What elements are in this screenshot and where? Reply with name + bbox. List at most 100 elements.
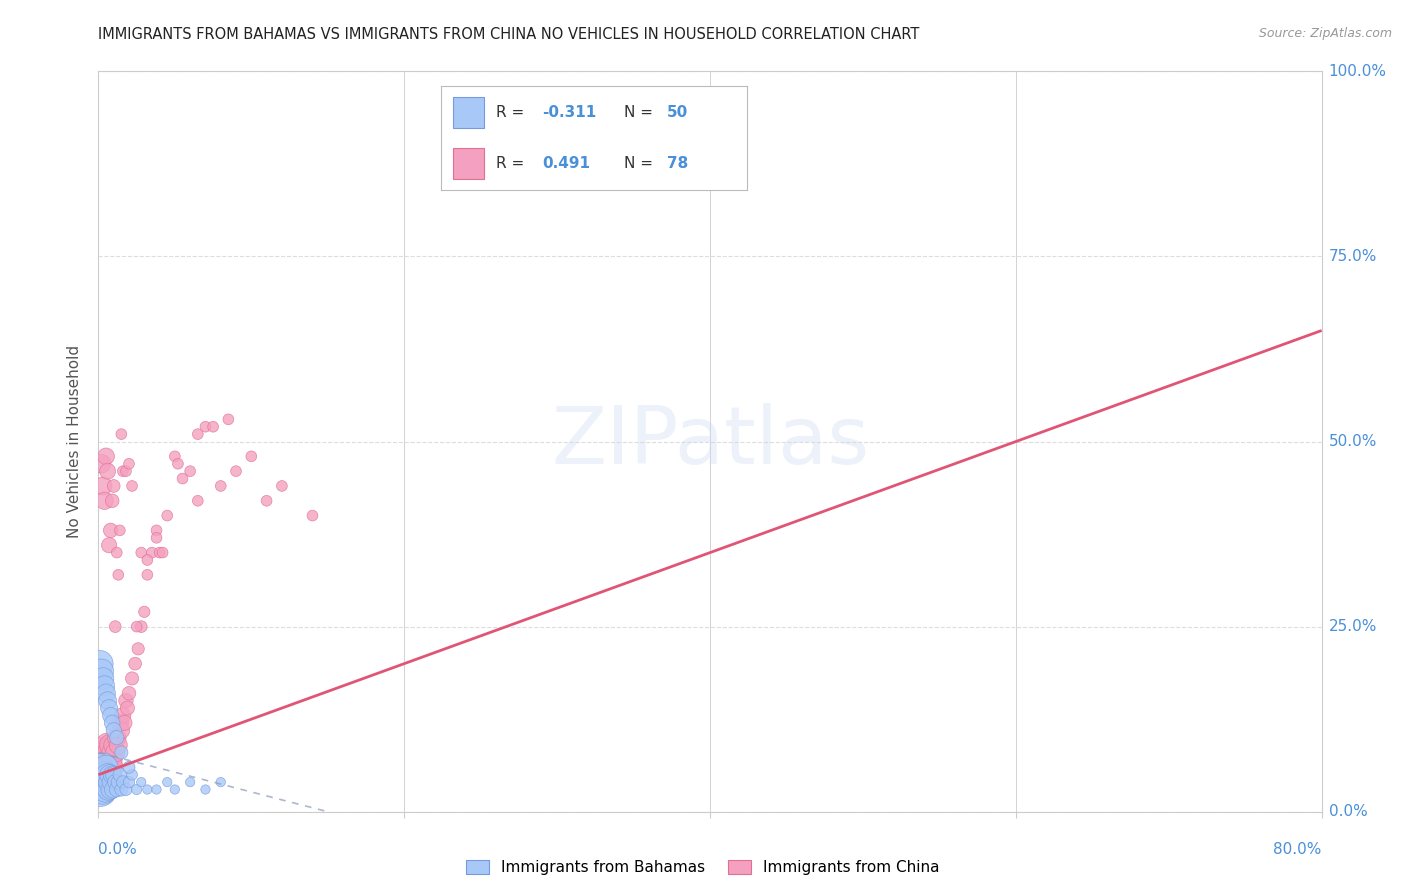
Text: 0.0%: 0.0% — [98, 842, 138, 857]
Point — [194, 419, 217, 434]
Point — [107, 738, 129, 752]
Point — [107, 775, 129, 789]
Point — [179, 464, 201, 478]
Point — [187, 493, 209, 508]
Point — [90, 760, 112, 774]
Point — [194, 782, 217, 797]
Point — [89, 657, 111, 671]
Point — [108, 715, 131, 730]
Point — [121, 479, 143, 493]
Point — [91, 672, 114, 686]
Point — [94, 686, 117, 700]
Point — [103, 738, 125, 752]
Point — [94, 767, 117, 781]
Point — [97, 753, 120, 767]
Point — [105, 731, 128, 745]
Point — [209, 479, 232, 493]
Point — [163, 782, 186, 797]
Point — [90, 457, 112, 471]
Point — [110, 723, 132, 738]
Point — [141, 546, 163, 560]
Point — [100, 738, 122, 752]
Text: 75.0%: 75.0% — [1329, 249, 1376, 264]
Point — [103, 723, 125, 738]
Point — [97, 767, 120, 781]
Point — [98, 760, 121, 774]
Point — [129, 775, 152, 789]
Point — [129, 619, 152, 633]
Point — [101, 746, 124, 760]
Point — [105, 782, 128, 797]
Point — [136, 567, 159, 582]
Point — [118, 457, 141, 471]
Point — [167, 457, 190, 471]
Point — [97, 782, 120, 797]
Point — [301, 508, 323, 523]
Point — [127, 641, 149, 656]
Point — [108, 767, 131, 781]
Point — [101, 782, 124, 797]
Point — [125, 782, 148, 797]
Point — [172, 471, 194, 485]
Point — [94, 782, 117, 797]
Point — [104, 619, 127, 633]
Point — [93, 767, 115, 781]
Point — [101, 767, 124, 781]
Point — [270, 479, 294, 493]
Point — [96, 760, 118, 774]
Point — [100, 782, 122, 797]
Point — [90, 775, 112, 789]
Text: Source: ZipAtlas.com: Source: ZipAtlas.com — [1258, 27, 1392, 40]
Point — [121, 672, 143, 686]
Point — [118, 760, 141, 774]
Text: 50.0%: 50.0% — [1329, 434, 1376, 449]
Legend: Immigrants from Bahamas, Immigrants from China: Immigrants from Bahamas, Immigrants from… — [458, 852, 948, 882]
Text: 80.0%: 80.0% — [1274, 842, 1322, 857]
Point — [101, 760, 124, 774]
Point — [100, 524, 122, 538]
Point — [125, 619, 148, 633]
Point — [98, 767, 121, 781]
Point — [163, 450, 186, 464]
Point — [179, 775, 201, 789]
Point — [93, 753, 115, 767]
Point — [225, 464, 247, 478]
Point — [637, 153, 661, 168]
Point — [256, 493, 278, 508]
Point — [111, 775, 134, 789]
Point — [91, 746, 114, 760]
Point — [100, 708, 122, 723]
Point — [121, 767, 143, 781]
Point — [110, 782, 132, 797]
Point — [129, 546, 152, 560]
Point — [124, 657, 146, 671]
Text: ZIPatlas: ZIPatlas — [551, 402, 869, 481]
Point — [136, 553, 159, 567]
Point — [156, 508, 179, 523]
Point — [112, 715, 135, 730]
Point — [156, 775, 179, 789]
Point — [94, 746, 117, 760]
Point — [136, 782, 159, 797]
Point — [94, 450, 117, 464]
Point — [115, 694, 138, 708]
Point — [89, 782, 111, 797]
Point — [111, 708, 134, 723]
Text: 0.0%: 0.0% — [1329, 805, 1367, 819]
Point — [117, 701, 139, 715]
Point — [96, 775, 118, 789]
Point — [94, 760, 117, 774]
Text: 100.0%: 100.0% — [1329, 64, 1386, 78]
Point — [240, 450, 263, 464]
Point — [89, 767, 111, 781]
Y-axis label: No Vehicles in Household: No Vehicles in Household — [67, 345, 83, 538]
Point — [145, 782, 167, 797]
Point — [110, 427, 132, 442]
Point — [98, 701, 121, 715]
Point — [90, 753, 112, 767]
Point — [115, 782, 138, 797]
Point — [90, 664, 112, 678]
Point — [118, 686, 141, 700]
Point — [97, 464, 120, 478]
Point — [90, 767, 112, 781]
